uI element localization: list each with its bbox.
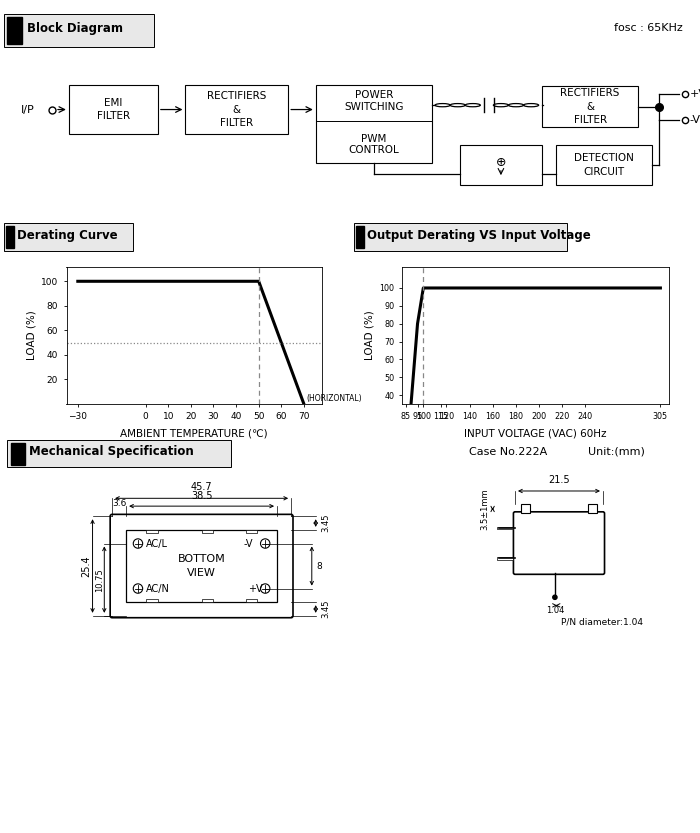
Bar [202,599,214,602]
X-axis label: INPUT VOLTAGE (VAC) 60Hz: INPUT VOLTAGE (VAC) 60Hz [464,428,607,438]
Y-axis label: LOAD (%): LOAD (%) [27,311,37,360]
Text: (HORIZONTAL): (HORIZONTAL) [306,394,362,403]
Bar [126,530,277,602]
FancyBboxPatch shape [4,14,154,47]
Bar [246,530,258,533]
Text: Derating Curve: Derating Curve [17,229,118,242]
Text: 10.75: 10.75 [95,568,104,591]
Bar [316,85,433,163]
FancyBboxPatch shape [7,440,231,467]
Y-axis label: LOAD (%): LOAD (%) [365,311,375,360]
Text: Unit:(mm): Unit:(mm) [588,447,645,457]
Text: +V: +V [690,88,700,98]
Text: 25.4: 25.4 [82,556,92,576]
FancyBboxPatch shape [513,511,605,574]
Text: -V: -V [244,538,253,548]
Text: DETECTION
CIRCUIT: DETECTION CIRCUIT [574,153,634,177]
Bar [202,530,214,533]
FancyBboxPatch shape [4,223,133,251]
Bar [497,557,513,560]
Text: AC/N: AC/N [146,584,169,594]
Bar [356,227,364,248]
Bar [6,227,14,248]
Bar [7,17,22,44]
Text: AC/L: AC/L [146,538,168,548]
Text: ⊕: ⊕ [496,156,506,168]
Text: 3.45: 3.45 [321,600,330,618]
Bar [186,85,288,134]
Text: fosc : 65KHz: fosc : 65KHz [614,23,682,33]
Text: Output Derating VS Input Voltage: Output Derating VS Input Voltage [367,229,591,242]
Text: Block Diagram: Block Diagram [27,22,122,35]
Text: EMI
FILTER: EMI FILTER [97,98,130,121]
Text: 3.5±1mm: 3.5±1mm [480,488,489,530]
Text: RECTIFIERS
&
FILTER: RECTIFIERS & FILTER [561,88,620,125]
Text: 1.04: 1.04 [546,606,564,616]
Text: +V: +V [248,584,262,594]
Bar [69,85,158,134]
Text: I/P: I/P [21,104,34,115]
Text: 8: 8 [316,561,322,571]
Bar [246,599,258,602]
Text: 3.6: 3.6 [112,499,127,508]
Text: PWM
CONTROL: PWM CONTROL [349,134,400,155]
Text: 21.5: 21.5 [548,475,570,485]
Bar [588,505,597,513]
Text: 3.45: 3.45 [321,514,330,532]
Bar [146,599,158,602]
Text: POWER
SWITCHING: POWER SWITCHING [344,90,404,112]
Bar [497,526,513,529]
Text: 45.7: 45.7 [191,482,212,492]
FancyBboxPatch shape [354,223,567,251]
Text: P/N diameter:1.04: P/N diameter:1.04 [561,617,643,626]
Text: Mechanical Specification: Mechanical Specification [29,446,194,458]
Bar [460,145,542,186]
FancyBboxPatch shape [110,514,293,618]
X-axis label: AMBIENT TEMPERATURE (℃): AMBIENT TEMPERATURE (℃) [120,428,268,438]
Bar [11,443,25,465]
Circle shape [553,595,557,600]
Bar [146,530,158,533]
Bar [556,145,652,186]
Text: BOTTOM
VIEW: BOTTOM VIEW [178,554,225,578]
Text: Case No.222A: Case No.222A [469,447,547,457]
Text: 38.5: 38.5 [191,491,212,501]
Bar [522,505,530,513]
Bar [542,87,638,127]
Text: RECTIFIERS
&
FILTER: RECTIFIERS & FILTER [207,92,267,127]
Text: -V: -V [690,115,700,125]
